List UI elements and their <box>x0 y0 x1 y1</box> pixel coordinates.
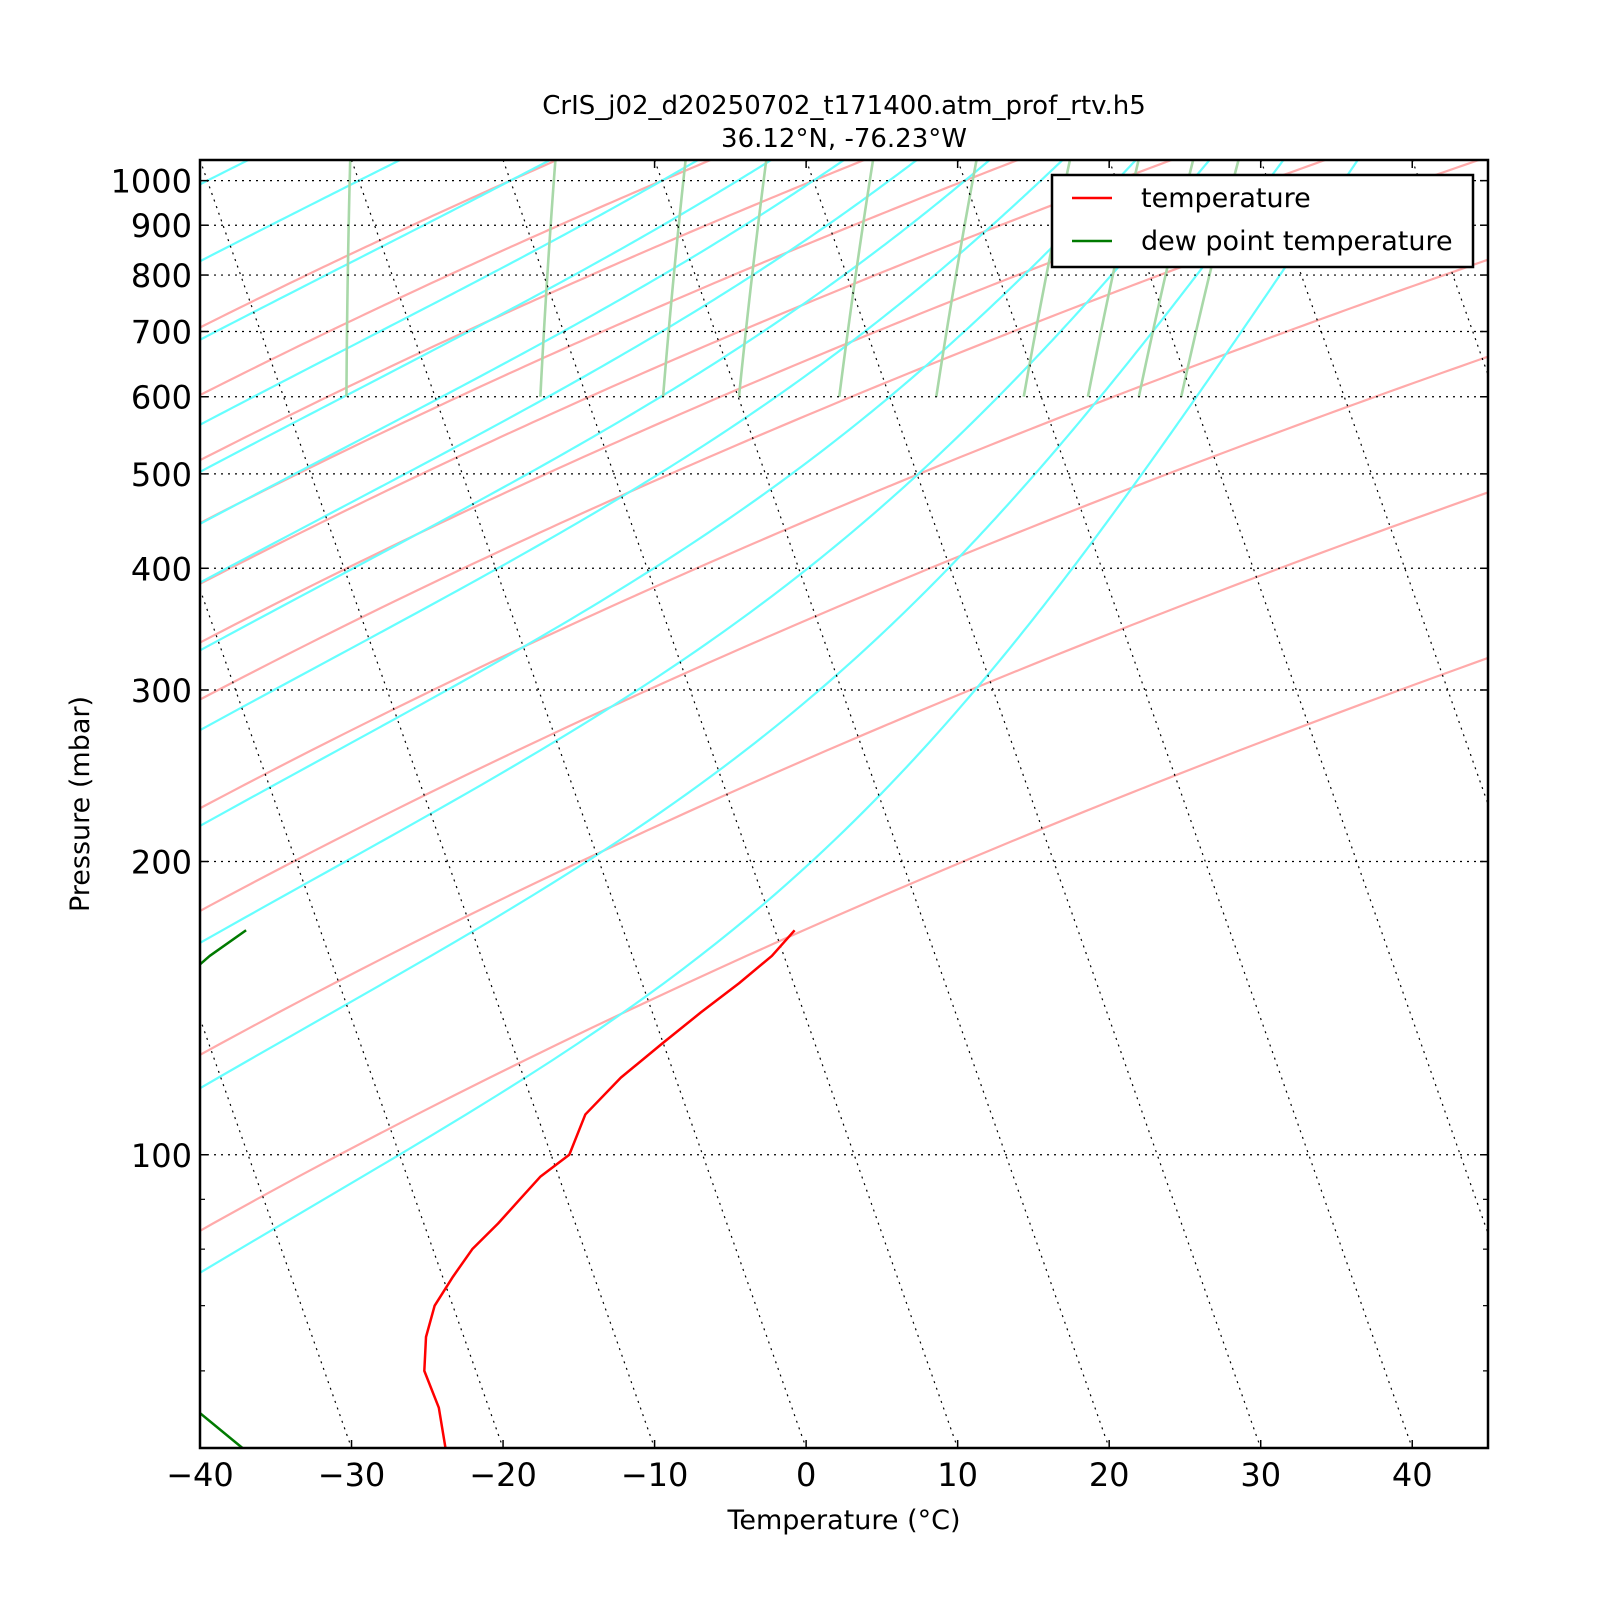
x-tick-label: 10 <box>937 1456 978 1494</box>
legend-label-dewpoint: dew point temperature <box>1141 226 1453 257</box>
moist-adiabat-line <box>200 160 991 652</box>
x-tick-label: 20 <box>1089 1456 1130 1494</box>
isotherm-line <box>0 160 48 1448</box>
mixing-ratio-line <box>934 160 978 397</box>
y-tick-label: 500 <box>131 456 192 494</box>
axis-ticks <box>199 160 1488 1448</box>
isotherm-line <box>957 160 1413 1448</box>
x-tick-label: −20 <box>469 1456 537 1494</box>
isotherm-line <box>1411 160 1488 377</box>
isotherm-line <box>200 1016 353 1448</box>
moist-adiabats <box>200 160 1359 1275</box>
x-tick-label: 40 <box>1392 1456 1433 1494</box>
moist-adiabat-line <box>200 160 845 526</box>
moist-adiabat-line <box>200 160 1211 945</box>
dry-adiabat-line <box>200 160 1480 701</box>
mixing-ratio-line <box>737 160 768 397</box>
moist-adiabat-line <box>200 160 401 263</box>
dewpoint-line <box>200 929 247 1448</box>
profile-series <box>200 929 796 1448</box>
temperature-line <box>423 929 796 1448</box>
moist-adiabat-line <box>200 160 551 342</box>
dry-adiabat-line <box>200 160 1019 525</box>
isotherm-line <box>200 587 504 1448</box>
dry-adiabat-line <box>200 160 865 462</box>
y-tick-label: 800 <box>131 257 192 295</box>
y-tick-label: 900 <box>131 207 192 245</box>
mixing-ratio-line <box>539 160 557 397</box>
dry-adiabats <box>200 160 1488 1233</box>
mixing-ratio-line <box>661 160 687 397</box>
plot-frame <box>198 158 1490 1450</box>
legend-label-temperature: temperature <box>1141 183 1311 214</box>
moist-adiabat-line <box>200 160 918 584</box>
x-tick-label: 0 <box>796 1456 816 1494</box>
x-tick-label: −40 <box>166 1456 234 1494</box>
x-tick-labels: −40 −30 −20 −10 0 10 20 30 40 <box>166 1456 1432 1494</box>
moist-adiabat-line <box>200 160 1137 828</box>
moist-adiabat-line <box>200 160 1285 1090</box>
moist-adiabat-line <box>200 160 1359 1275</box>
legend: temperature dew point temperature <box>1050 173 1475 269</box>
moist-adiabat-line <box>200 160 772 474</box>
dry-adiabat-line <box>200 491 1488 1057</box>
x-tick-label: 30 <box>1240 1456 1281 1494</box>
isotherm-line <box>350 160 807 1448</box>
y-axis-label: Pressure (mbar) <box>65 696 96 912</box>
mixing-ratio-line <box>837 160 875 397</box>
isotherm-line <box>1260 160 1488 806</box>
y-tick-label: 1000 <box>111 163 192 201</box>
chart-subtitle: 36.12°N, -76.23°W <box>721 124 967 154</box>
y-tick-label: 300 <box>131 672 192 710</box>
legend-box <box>1050 173 1475 269</box>
y-tick-label: 700 <box>131 314 192 352</box>
dry-adiabat-line <box>200 355 1488 913</box>
x-tick-label: −30 <box>318 1456 386 1494</box>
moist-adiabat-line <box>200 160 1064 732</box>
y-tick-label: 600 <box>131 379 192 417</box>
dry-adiabat-line <box>200 160 1172 586</box>
y-tick-label: 100 <box>131 1137 192 1175</box>
isotherm-line <box>200 1446 201 1448</box>
chart-title: CrIS_j02_d20250702_t171400.atm_prof_rtv.… <box>542 91 1146 121</box>
isotherm-line <box>805 160 1262 1448</box>
moist-adiabat-line <box>200 160 249 186</box>
moist-adiabat-line <box>200 160 699 426</box>
dry-adiabat-line <box>200 258 1488 810</box>
y-tick-label: 400 <box>131 550 192 588</box>
x-tick-label: −10 <box>621 1456 689 1494</box>
pressure-gridlines <box>200 180 1488 1156</box>
mixing-ratio-line <box>345 160 352 397</box>
dry-adiabat-line <box>200 160 558 329</box>
isotherm-line <box>1108 160 1488 1236</box>
dry-adiabat-line <box>200 160 711 397</box>
dry-adiabat-line <box>200 656 1488 1233</box>
y-tick-labels: 100 200 300 400 500 600 700 800 900 1000 <box>111 163 192 1175</box>
y-tick-label: 200 <box>131 844 192 882</box>
x-axis-label: Temperature (°C) <box>726 1505 960 1536</box>
